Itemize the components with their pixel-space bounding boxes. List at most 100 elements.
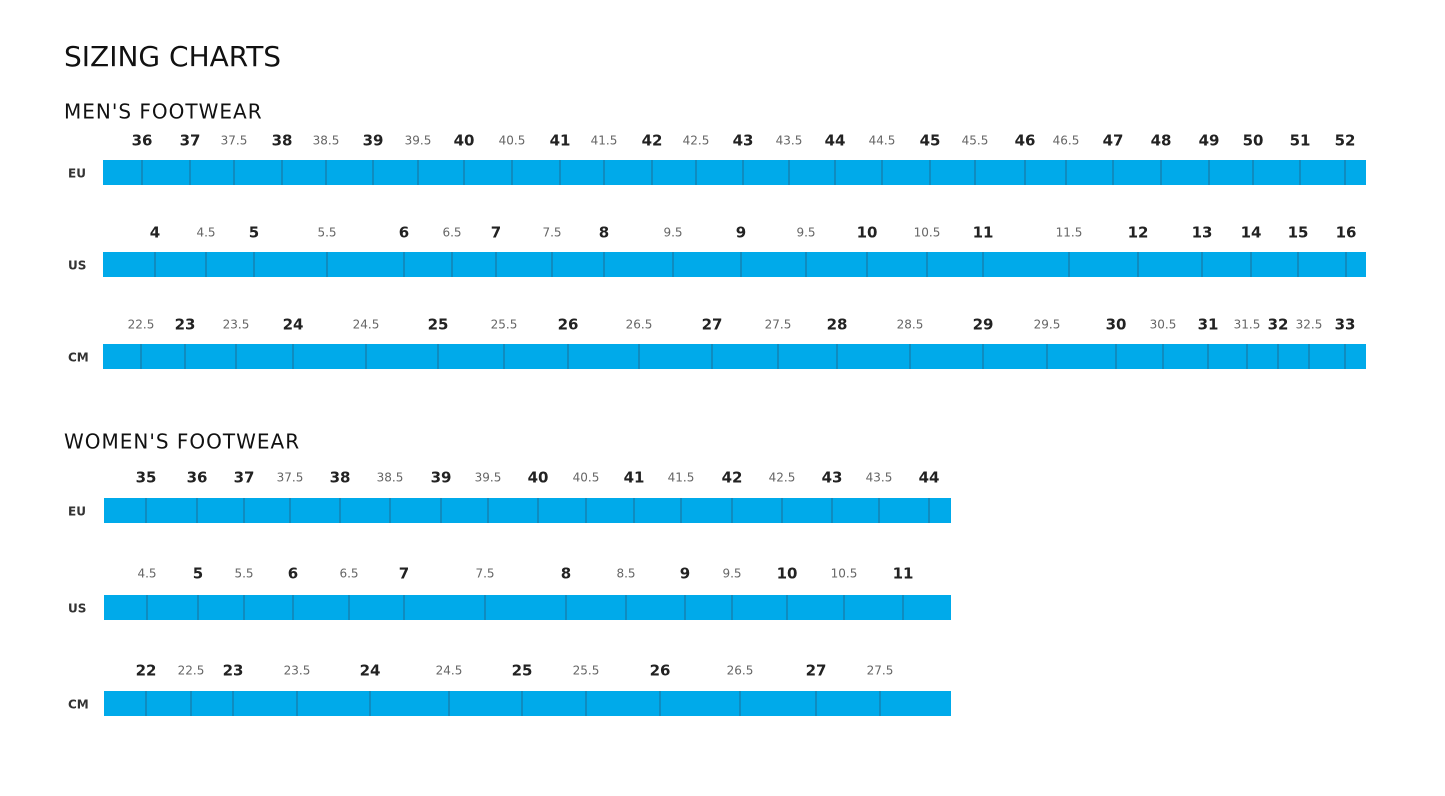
- size-label: 8: [561, 565, 571, 583]
- size-label: 9.5: [663, 226, 682, 240]
- size-label: 42.5: [683, 134, 710, 148]
- size-label: 8: [599, 224, 609, 242]
- size-label: 38: [272, 132, 293, 150]
- size-label: 28.5: [897, 318, 924, 332]
- size-label: 35: [136, 469, 157, 487]
- size-label: 4.5: [196, 226, 215, 240]
- size-label: 23: [175, 316, 196, 334]
- size-label: 40: [528, 469, 549, 487]
- size-label: 36: [132, 132, 153, 150]
- size-label: 42: [642, 132, 663, 150]
- size-label: 24: [283, 316, 304, 334]
- size-label: 30.5: [1150, 318, 1177, 332]
- size-label: 39: [431, 469, 452, 487]
- row-label: US: [68, 602, 86, 616]
- size-label: 37.5: [221, 134, 248, 148]
- size-label: 43: [822, 469, 843, 487]
- size-label: 32.5: [1296, 318, 1323, 332]
- size-label: 29.5: [1034, 318, 1061, 332]
- size-label: 14: [1241, 224, 1262, 242]
- size-label: 37: [234, 469, 255, 487]
- size-label: 43.5: [866, 471, 893, 485]
- size-bar: [104, 691, 951, 716]
- size-label: 42.5: [769, 471, 796, 485]
- size-label: 37: [180, 132, 201, 150]
- size-label: 5.5: [317, 226, 336, 240]
- size-label: 6: [288, 565, 298, 583]
- size-label: 10.5: [831, 567, 858, 581]
- size-label: 10.5: [914, 226, 941, 240]
- size-label: 25.5: [491, 318, 518, 332]
- row-label: CM: [68, 351, 89, 365]
- size-label: 40: [454, 132, 475, 150]
- size-label: 24.5: [353, 318, 380, 332]
- size-label: 24.5: [436, 664, 463, 678]
- size-label: 11.5: [1056, 226, 1083, 240]
- size-label: 7.5: [542, 226, 561, 240]
- size-label: 50: [1243, 132, 1264, 150]
- size-label: 45: [920, 132, 941, 150]
- size-label: 26.5: [626, 318, 653, 332]
- page-title: SIZING CHARTS: [64, 40, 281, 73]
- size-label: 10: [777, 565, 798, 583]
- size-label: 27: [806, 662, 827, 680]
- size-label: 40.5: [573, 471, 600, 485]
- size-label: 36: [187, 469, 208, 487]
- size-label: 41.5: [668, 471, 695, 485]
- size-label: 39: [363, 132, 384, 150]
- size-label: 26: [650, 662, 671, 680]
- size-label: 42: [722, 469, 743, 487]
- section-title: MEN'S FOOTWEAR: [64, 100, 263, 124]
- size-label: 9.5: [722, 567, 741, 581]
- size-bar: [103, 160, 1366, 185]
- size-label: 22: [136, 662, 157, 680]
- size-label: 30: [1106, 316, 1127, 334]
- size-label: 38: [330, 469, 351, 487]
- size-label: 5: [193, 565, 203, 583]
- size-label: 43.5: [776, 134, 803, 148]
- size-label: 13: [1192, 224, 1213, 242]
- size-label: 23: [223, 662, 244, 680]
- size-label: 43: [733, 132, 754, 150]
- size-label: 52: [1335, 132, 1356, 150]
- row-label: US: [68, 259, 86, 273]
- size-label: 51: [1290, 132, 1311, 150]
- size-label: 49: [1199, 132, 1220, 150]
- size-label: 24: [360, 662, 381, 680]
- size-label: 41: [550, 132, 571, 150]
- size-label: 40.5: [499, 134, 526, 148]
- size-label: 6.5: [339, 567, 358, 581]
- size-label: 38.5: [313, 134, 340, 148]
- size-label: 7: [491, 224, 501, 242]
- size-label: 38.5: [377, 471, 404, 485]
- size-label: 44: [919, 469, 940, 487]
- size-label: 5: [249, 224, 259, 242]
- size-label: 28: [827, 316, 848, 334]
- size-label: 29: [973, 316, 994, 334]
- size-label: 41: [624, 469, 645, 487]
- size-label: 15: [1288, 224, 1309, 242]
- size-label: 33: [1335, 316, 1356, 334]
- size-label: 6.5: [442, 226, 461, 240]
- size-label: 5.5: [234, 567, 253, 581]
- size-label: 7: [399, 565, 409, 583]
- size-label: 27: [702, 316, 723, 334]
- size-label: 9.5: [796, 226, 815, 240]
- size-bar: [104, 498, 951, 523]
- size-label: 44: [825, 132, 846, 150]
- size-label: 11: [973, 224, 994, 242]
- size-label: 25: [512, 662, 533, 680]
- size-label: 23.5: [284, 664, 311, 678]
- size-label: 27.5: [867, 664, 894, 678]
- size-label: 26: [558, 316, 579, 334]
- size-label: 12: [1128, 224, 1149, 242]
- size-bar: [104, 595, 951, 620]
- size-label: 9: [736, 224, 746, 242]
- size-label: 45.5: [962, 134, 989, 148]
- size-label: 46: [1015, 132, 1036, 150]
- size-bar: [103, 252, 1366, 277]
- size-label: 47: [1103, 132, 1124, 150]
- size-bar: [103, 344, 1366, 369]
- size-label: 39.5: [405, 134, 432, 148]
